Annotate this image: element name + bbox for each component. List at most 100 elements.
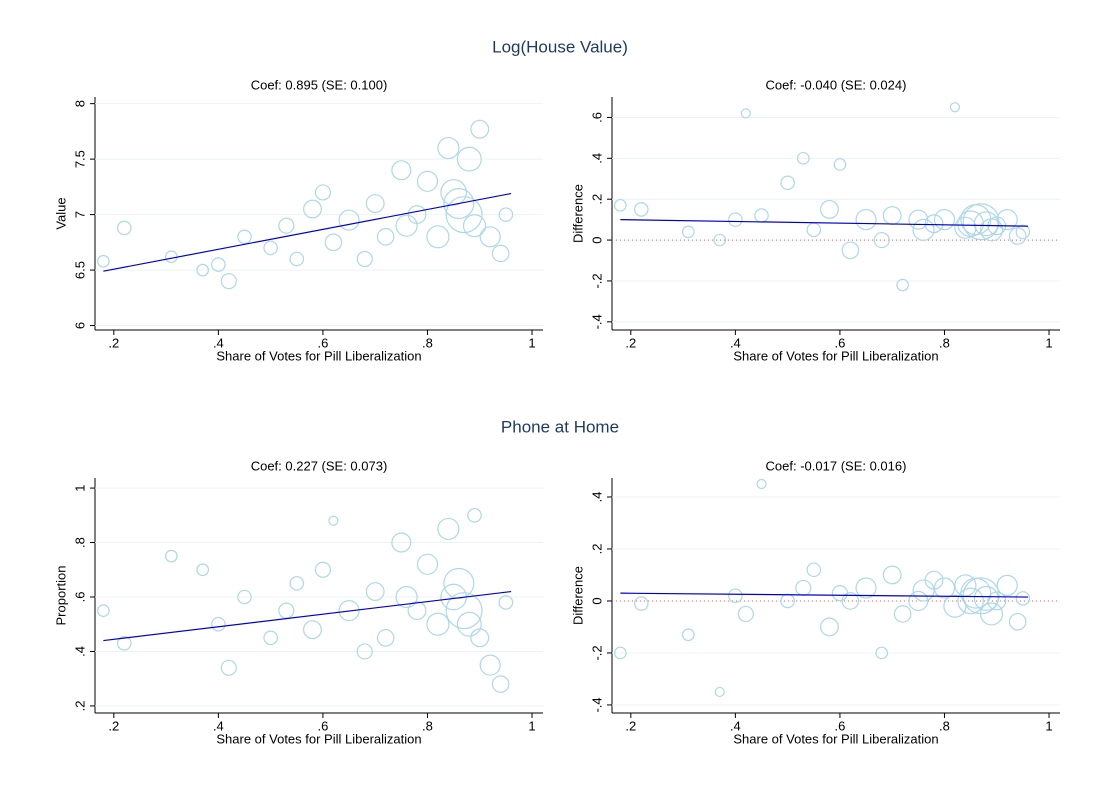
panel-title: Log(House Value) (492, 37, 628, 56)
point (498, 595, 514, 610)
x-tick-label: .2 (625, 335, 636, 350)
point (820, 617, 839, 637)
point (681, 628, 695, 642)
y-tick-label: 6 (72, 322, 87, 329)
x-tick-label: .8 (939, 335, 950, 350)
y-tick-label: .4 (589, 492, 604, 503)
point (220, 273, 237, 290)
point (491, 244, 510, 263)
point (996, 574, 1018, 596)
point (737, 605, 754, 623)
point (289, 576, 305, 591)
point (933, 577, 956, 599)
point (314, 561, 332, 578)
y-tick-label: 6.5 (72, 261, 87, 279)
point (97, 604, 110, 617)
y-tick-label: -.2 (589, 273, 604, 288)
point (1015, 224, 1031, 240)
point (391, 532, 412, 553)
point (365, 194, 385, 213)
x-axis-label: Share of Votes for Pill Liberalization (216, 731, 421, 746)
point (263, 630, 278, 646)
x-tick-label: .2 (108, 335, 119, 350)
y-tick-label: 7.5 (72, 150, 87, 168)
y-tick-label: .2 (589, 544, 604, 555)
x-tick-label: 1 (528, 335, 535, 350)
x-tick-label: .6 (317, 718, 328, 733)
point (467, 508, 482, 523)
point (164, 549, 178, 563)
fit-line (620, 219, 1029, 227)
point (376, 227, 395, 246)
point (407, 601, 427, 621)
point (479, 226, 501, 248)
point (395, 214, 418, 237)
y-tick-label: .2 (589, 194, 604, 205)
point (356, 250, 373, 268)
x-tick-label: .6 (834, 718, 845, 733)
point (196, 563, 210, 577)
point (780, 175, 795, 191)
point (314, 184, 332, 201)
point (220, 659, 237, 676)
point (211, 616, 226, 632)
point (116, 635, 132, 651)
point (796, 151, 810, 165)
x-tick-label: .2 (625, 718, 636, 733)
y-tick-label: .6 (72, 592, 87, 603)
point (437, 517, 460, 541)
y-tick-label: .8 (72, 537, 87, 548)
point (882, 565, 902, 585)
point (303, 620, 322, 640)
point (833, 158, 847, 171)
point (395, 585, 418, 609)
point (740, 108, 751, 119)
point (365, 582, 385, 602)
point (979, 602, 1004, 626)
x-tick-label: .4 (213, 335, 224, 350)
chart-title: Coef: -0.017 (SE: 0.016) (766, 458, 907, 473)
fit-line (620, 592, 1029, 598)
panel-title: Phone at Home (501, 417, 619, 436)
x-tick-label: 1 (1045, 335, 1052, 350)
point (456, 146, 482, 172)
point (407, 205, 427, 225)
point (614, 198, 627, 212)
y-tick-label: -.4 (589, 697, 604, 712)
point (237, 589, 252, 605)
point (912, 218, 935, 241)
point (893, 605, 912, 623)
point (338, 600, 360, 622)
x-tick-label: .8 (422, 335, 433, 350)
point (328, 515, 339, 526)
point (278, 217, 295, 234)
point (211, 257, 226, 272)
x-tick-label: .8 (939, 718, 950, 733)
point (237, 229, 252, 245)
point (896, 278, 909, 292)
chart-title: Coef: -0.040 (SE: 0.024) (766, 77, 907, 92)
point (633, 202, 649, 217)
point (376, 629, 395, 647)
y-tick-label: 0 (589, 236, 604, 243)
chart-title: Coef: 0.227 (SE: 0.073) (251, 458, 388, 473)
point (1008, 612, 1027, 631)
point (416, 553, 439, 575)
point (912, 579, 935, 602)
point (324, 233, 343, 252)
point (498, 207, 514, 222)
point (713, 233, 727, 247)
point (416, 170, 439, 192)
point (633, 596, 649, 611)
x-tick-label: .4 (730, 335, 741, 350)
x-tick-label: 1 (528, 718, 535, 733)
x-tick-label: .4 (730, 718, 741, 733)
point (820, 199, 839, 219)
point (987, 591, 1007, 611)
point (908, 590, 929, 611)
point (996, 209, 1018, 231)
x-tick-label: .8 (422, 718, 433, 733)
point (855, 209, 877, 231)
point (470, 119, 490, 139)
